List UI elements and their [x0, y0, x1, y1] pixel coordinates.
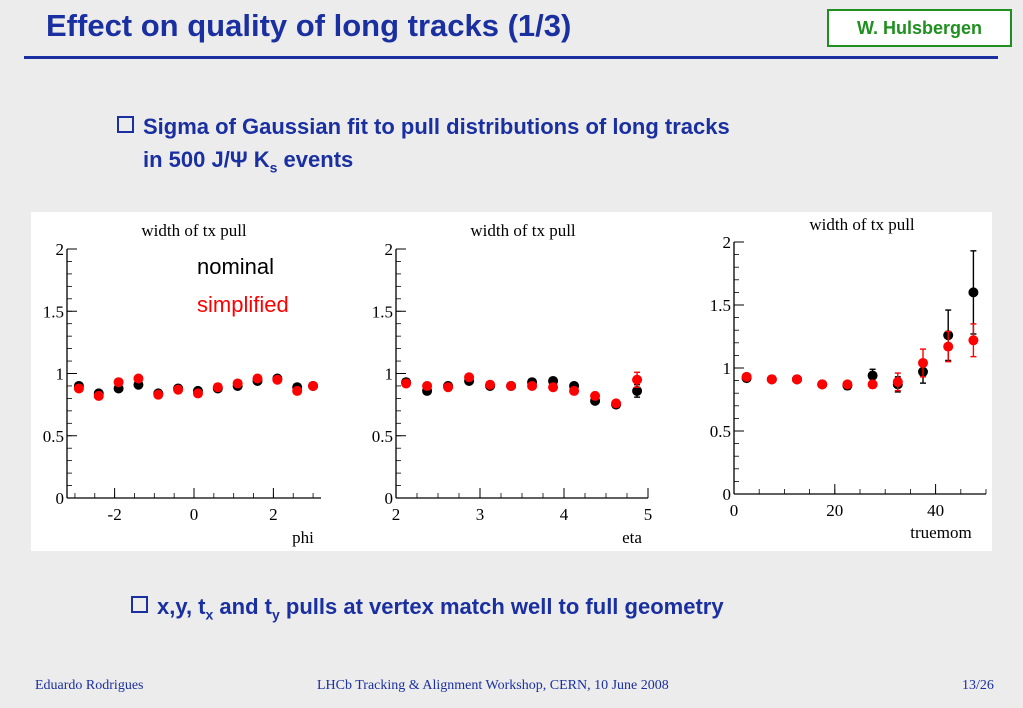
- x-tick-label: 2: [269, 505, 278, 524]
- simplified-point: [422, 380, 433, 391]
- pulls-sub-x: x: [205, 606, 214, 623]
- simplified-point: [464, 372, 475, 383]
- chart-title: width of tx pull: [470, 221, 576, 240]
- simplified-point: [943, 341, 954, 352]
- simplified-point: [842, 379, 853, 390]
- y-tick-label: 0.5: [372, 427, 393, 446]
- simplified-point: [792, 374, 802, 385]
- simplified-point: [93, 390, 104, 401]
- x-axis-label: phi: [292, 528, 314, 547]
- bullet-sigma: Sigma of Gaussian fit to pull distributi…: [117, 114, 730, 140]
- footer-event: LHCb Tracking & Alignment Workshop, CERN…: [317, 678, 669, 693]
- x-tick-label: 40: [927, 501, 944, 520]
- y-tick-label: 0: [723, 485, 732, 504]
- simplified-point: [766, 374, 777, 385]
- bullet-sigma-sub: s: [269, 159, 278, 176]
- bullet-sigma-text: Sigma of Gaussian fit to pull distributi…: [143, 114, 730, 139]
- simplified-point: [308, 380, 319, 391]
- chart-title: width of tx pull: [809, 215, 915, 234]
- simplified-point: [506, 380, 517, 391]
- bullet-sigma-text2: in 500 J/Ψ K: [143, 147, 270, 172]
- simplified-point: [113, 377, 124, 388]
- footer-page-number: 13/26: [962, 678, 994, 693]
- simplified-point: [192, 388, 203, 399]
- y-tick-label: 1: [385, 365, 394, 384]
- x-tick-label: 2: [392, 505, 401, 524]
- y-tick-label: 1.5: [43, 302, 64, 321]
- nominal-point: [968, 287, 979, 298]
- simplified-point: [292, 385, 303, 396]
- slide-title: Effect on quality of long tracks (1/3): [46, 8, 572, 43]
- simplified-point: [548, 382, 559, 393]
- simplified-point: [153, 389, 164, 400]
- simplified-point: [867, 379, 878, 390]
- x-tick-label: 3: [476, 505, 485, 524]
- bullet-pulls: x,y, tx and ty pulls at vertex match wel…: [131, 594, 724, 622]
- checkbox-bullet-icon: [131, 596, 148, 613]
- plots-panel: width of tx pull 0 0.5 1 1.5 2 -2 0 2 phi nominal s…: [31, 212, 992, 551]
- x-tick-label: 0: [730, 501, 739, 520]
- x-tick-label: -2: [108, 505, 122, 524]
- x-tick-label: 5: [644, 505, 653, 524]
- bullet-sigma-line2: in 500 J/Ψ Ks events: [143, 147, 353, 175]
- simplified-point: [401, 378, 412, 389]
- y-tick-label: 0.5: [710, 422, 731, 441]
- simplified-point: [569, 385, 580, 396]
- y-tick-label: 1: [56, 365, 65, 384]
- simplified-point: [817, 379, 828, 390]
- x-axis-label: eta: [622, 528, 642, 547]
- x-tick-label: 4: [560, 505, 569, 524]
- x-axis-label: truemom: [910, 523, 971, 542]
- simplified-point: [632, 374, 643, 385]
- title-divider: [24, 56, 998, 59]
- y-tick-label: 0.5: [43, 427, 64, 446]
- nominal-point: [867, 370, 878, 381]
- nominal-point: [632, 385, 643, 396]
- simplified-point: [173, 384, 184, 395]
- y-tick-label: 2: [56, 240, 65, 259]
- y-tick-label: 1.5: [372, 302, 393, 321]
- legend-nominal: nominal: [197, 254, 274, 279]
- pulls-sub-y: y: [271, 606, 280, 623]
- simplified-point: [485, 379, 496, 390]
- simplified-point: [741, 371, 752, 382]
- simplified-point: [590, 390, 601, 401]
- bullet-sigma-text3: events: [277, 147, 354, 172]
- checkbox-bullet-icon: [117, 116, 134, 133]
- y-tick-label: 0: [56, 489, 65, 508]
- y-tick-label: 0: [385, 489, 394, 508]
- simplified-point: [918, 357, 928, 368]
- author-badge: W. Hulsbergen: [827, 9, 1012, 47]
- simplified-point: [968, 335, 979, 346]
- pulls-text-b: and t: [213, 594, 272, 619]
- simplified-point: [73, 383, 84, 394]
- simplified-point: [527, 380, 538, 391]
- y-tick-label: 2: [385, 240, 394, 259]
- footer-author: Eduardo Rodrigues: [35, 678, 144, 693]
- simplified-point: [272, 374, 283, 385]
- legend-simplified: simplified: [197, 292, 289, 317]
- chart-1: width of tx pull 0 0.5 1 1.5 2 -2 0 2 phi nominal s…: [43, 221, 321, 547]
- simplified-point: [611, 398, 622, 409]
- simplified-point: [212, 382, 223, 393]
- x-tick-label: 20: [826, 501, 843, 520]
- pulls-text-a: x,y, t: [157, 594, 206, 619]
- y-tick-label: 1: [723, 359, 732, 378]
- pulls-text-c: pulls at vertex match well to full geome…: [279, 594, 724, 619]
- simplified-point: [892, 376, 903, 387]
- y-tick-label: 2: [723, 233, 732, 252]
- chart-title: width of tx pull: [141, 221, 247, 240]
- x-tick-label: 0: [190, 505, 199, 524]
- simplified-point: [133, 373, 144, 384]
- simplified-point: [232, 378, 243, 389]
- y-tick-label: 1.5: [710, 296, 731, 315]
- simplified-point: [443, 382, 454, 393]
- simplified-point: [252, 373, 263, 384]
